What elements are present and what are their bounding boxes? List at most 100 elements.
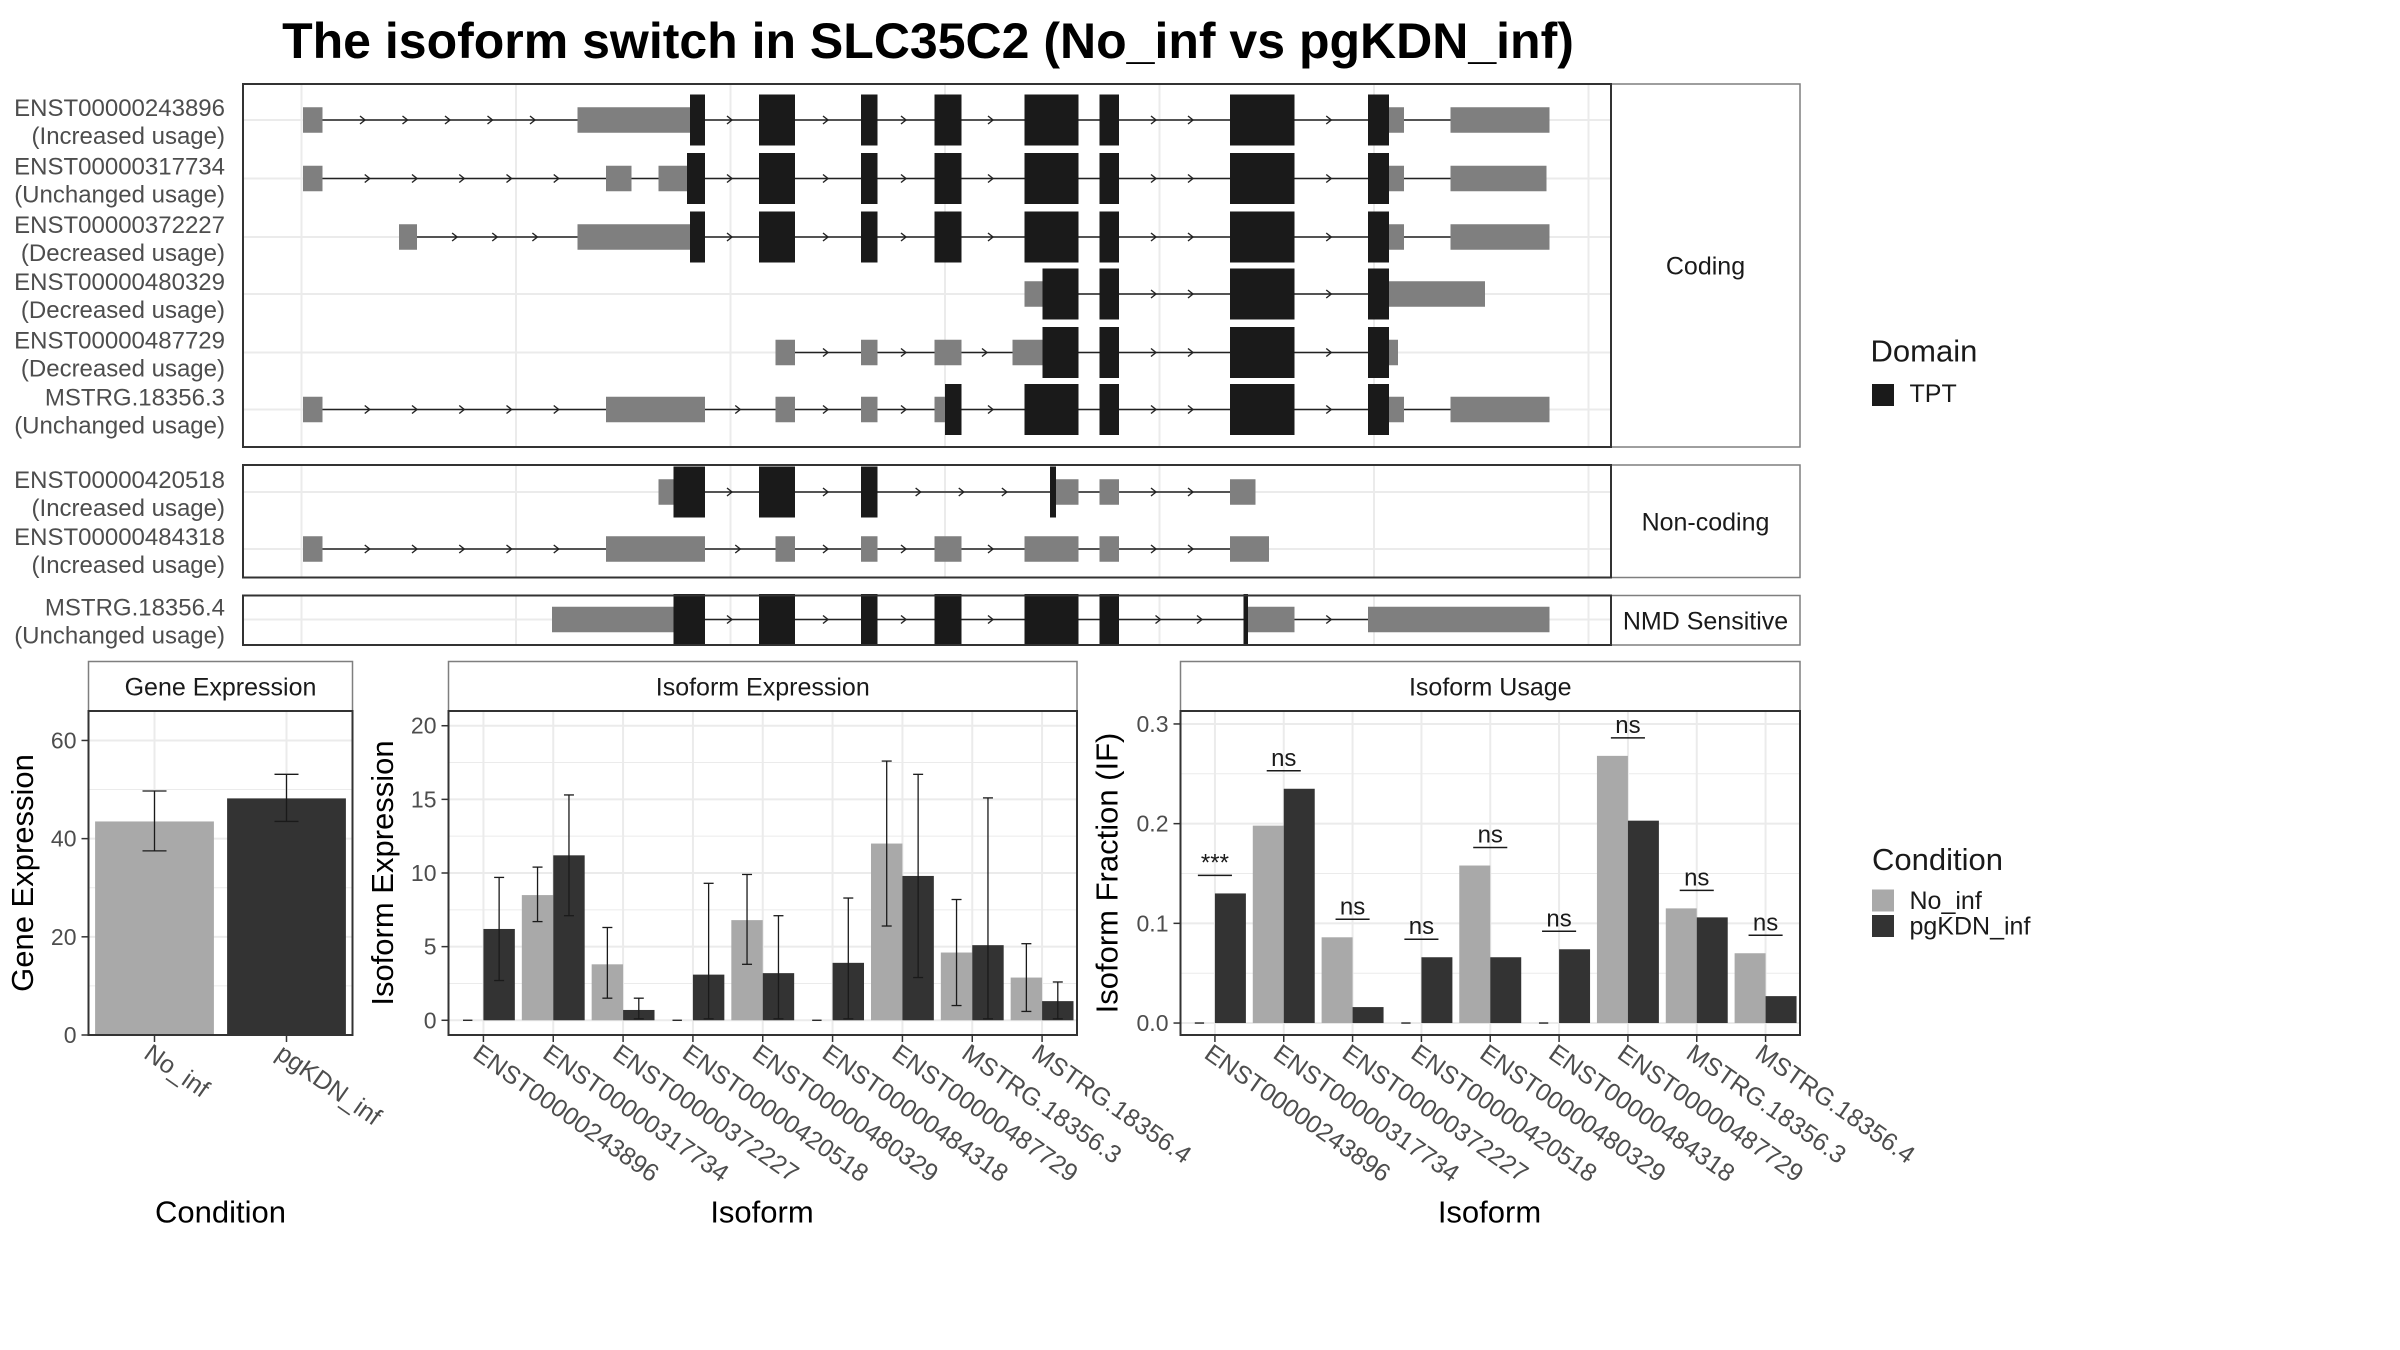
intron-arrow — [1150, 115, 1158, 125]
bar-no_inf — [1734, 953, 1766, 1024]
intron-arrow — [915, 487, 922, 497]
intron-arrow — [987, 173, 995, 184]
exon-domain — [934, 211, 962, 263]
panel-border — [242, 83, 1612, 448]
exon-domain — [1230, 268, 1295, 320]
exon-utr — [861, 396, 878, 423]
chart-gene-expression: Gene Expression 0 20 40 60 No_inf pgKDN_inf Con… — [5, 660, 386, 1230]
exon-domain — [1368, 327, 1389, 378]
chart-isoform-expression: Isoform Expression05101520ENST0000024389… — [365, 660, 1196, 1230]
intron-arrow — [900, 232, 908, 242]
exon-domain — [934, 94, 962, 146]
intron-arrow — [506, 404, 513, 415]
exon-utr — [775, 339, 795, 366]
condition-legend-title: Condition — [1872, 842, 2003, 877]
exon-domain — [1230, 153, 1295, 204]
domain-legend-title: Domain — [1871, 334, 1978, 369]
y-tick-label: 40 — [51, 826, 77, 852]
panel-border — [242, 464, 1612, 579]
transcript-usage-label: (Unchanged usage) — [14, 413, 225, 440]
intron-arrow — [726, 115, 734, 125]
intron-arrow — [1150, 404, 1158, 415]
intron-arrow — [1187, 289, 1195, 299]
intron-arrow — [822, 614, 830, 625]
intron-arrow — [1150, 173, 1158, 184]
intron-arrow — [553, 544, 560, 554]
intron-arrow — [1187, 544, 1195, 554]
chart-title: Gene Expression — [125, 673, 317, 701]
intron-arrow — [900, 404, 908, 415]
domain-legend-swatch — [1872, 384, 1894, 406]
significance-label: ns — [1271, 745, 1296, 772]
significance-label: ns — [1546, 905, 1571, 932]
transcript-row: ENST00000487729(Decreased usage) — [14, 327, 1398, 383]
exon-utr — [303, 107, 323, 133]
exon-utr — [1389, 281, 1419, 307]
exon-utr — [1368, 606, 1550, 633]
facet-strip-label: Coding — [1666, 253, 1745, 281]
exon-domain — [934, 153, 962, 204]
intron-arrow — [734, 544, 742, 554]
exon-utr — [606, 165, 620, 192]
x-axis-title: Isoform — [1438, 1195, 1541, 1230]
intron-arrow — [981, 347, 989, 358]
y-axis-title: Isoform Fraction (IF) — [1090, 733, 1125, 1014]
exon-domain — [934, 594, 962, 645]
intron-arrow — [491, 232, 499, 242]
exon-utr — [1012, 339, 1043, 366]
transcript-id-label: MSTRG.18356.4 — [45, 595, 225, 622]
y-tick-label: 0 — [64, 1022, 77, 1048]
intron-arrow — [900, 173, 908, 184]
bar-pgkdn_inf — [1214, 893, 1246, 1024]
bar-pgkdn_inf — [1696, 917, 1728, 1024]
exon-utr — [1024, 536, 1079, 562]
intron-arrow — [411, 544, 419, 554]
bar-charts: Gene Expression 0 20 40 60 No_inf pgKDN_inf Con… — [5, 660, 1920, 1230]
chart-strip — [447, 660, 1078, 712]
exon-domain — [1024, 384, 1079, 435]
intron-arrow — [531, 232, 539, 242]
exon-domain — [1099, 384, 1119, 435]
exon-utr — [1389, 165, 1404, 192]
bar-no_inf — [1459, 865, 1491, 1024]
exon-domain — [1050, 466, 1056, 518]
significance-label: ns — [1478, 822, 1503, 849]
exon-utr — [1099, 479, 1119, 505]
exon-domain — [1243, 594, 1248, 645]
facet-strip — [1610, 594, 1801, 646]
exon-domain — [1024, 594, 1079, 645]
chart-title: Isoform Usage — [1409, 673, 1572, 701]
transcript-row: ENST00000372227(Decreased usage) — [14, 211, 1550, 267]
exon-utr — [1450, 107, 1473, 133]
exon-domain — [1099, 153, 1119, 204]
exon-domain — [1099, 94, 1119, 146]
exon-domain — [1368, 153, 1389, 204]
intron-arrow — [1001, 487, 1009, 497]
facet-strip-label: NMD Sensitive — [1623, 607, 1788, 635]
exon-domain — [759, 153, 795, 204]
intron-arrow — [1155, 614, 1162, 625]
exon-domain — [1099, 211, 1119, 263]
intron-arrow — [1150, 544, 1158, 554]
significance-label: ns — [1753, 909, 1778, 936]
y-tick-label: 10 — [411, 860, 437, 886]
chart-title: Isoform Expression — [656, 673, 870, 701]
exon-utr — [606, 536, 705, 562]
intron-arrow — [553, 404, 560, 415]
bar-pgkdn_inf — [1627, 820, 1659, 1024]
bar-pgkdn_inf — [1283, 788, 1315, 1024]
exon-domain — [1368, 384, 1389, 435]
exon-domain — [1024, 211, 1079, 263]
intron-arrow — [411, 404, 419, 415]
intron-arrow — [1150, 232, 1158, 242]
exon-domain — [1368, 94, 1389, 146]
intron-arrow — [734, 404, 742, 415]
exon-domain — [1042, 268, 1079, 320]
intron-arrow — [987, 232, 995, 242]
exon-utr — [1450, 165, 1473, 192]
intron-arrow — [822, 487, 830, 497]
transcript-row: ENST00000480329(Decreased usage) — [14, 268, 1485, 324]
exon-utr — [1389, 396, 1404, 423]
